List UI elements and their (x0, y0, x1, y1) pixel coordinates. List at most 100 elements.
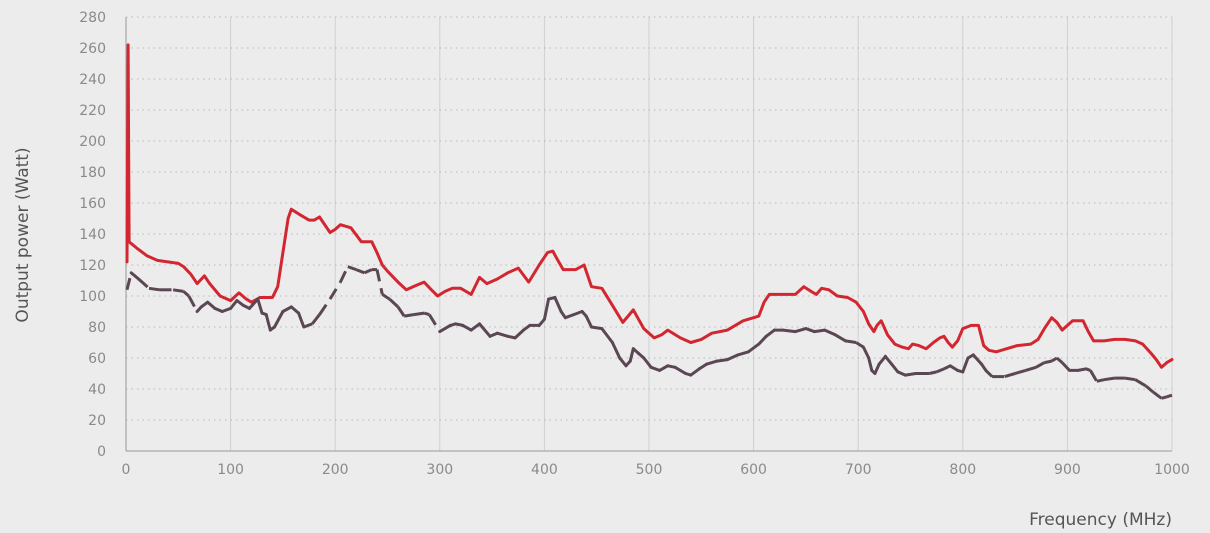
series-2-segment (423, 311, 430, 317)
y-tick-label-20: 20 (88, 413, 106, 429)
series-2-segment (553, 296, 563, 313)
y-tick-label-100: 100 (79, 289, 106, 305)
y-axis-title: Output power (Watt) (13, 147, 33, 322)
series-2-segment (297, 311, 306, 329)
series-2-segment (600, 327, 614, 344)
y-tick-label-40: 40 (88, 382, 106, 398)
x-tick-label-500: 500 (636, 462, 663, 478)
series-2-segment (584, 314, 593, 329)
series-2-segment (928, 370, 937, 375)
series-2-segment (1085, 367, 1091, 372)
series-2-segment (206, 300, 217, 310)
series-2-segment (247, 297, 260, 310)
y-tick-label-200: 200 (79, 134, 106, 150)
series-2-segment (428, 313, 442, 333)
series-2-segment (877, 354, 887, 366)
series-2-segment (388, 298, 400, 308)
series-2-segment (289, 305, 301, 315)
series-2-segment (187, 295, 199, 313)
series-2-segment (396, 306, 406, 317)
x-tick-label-900: 900 (1054, 462, 1081, 478)
x-tick-label-800: 800 (949, 462, 976, 478)
x-tick-label-700: 700 (845, 462, 872, 478)
series-2-segment (381, 293, 391, 301)
series-2-segment (256, 297, 264, 315)
series-2-segment (273, 310, 285, 329)
y-tick-label-280: 280 (79, 10, 106, 26)
y-tick-label-140: 140 (79, 227, 106, 243)
series-2-segment (673, 365, 688, 375)
series-2-segment (137, 277, 150, 290)
series-2-segment (861, 345, 871, 360)
series-2-segment (1124, 376, 1136, 382)
x-tick-label-300: 300 (426, 462, 453, 478)
x-tick-label-0: 0 (122, 462, 131, 478)
series-2-segment (715, 358, 729, 363)
series-2-segment (1166, 393, 1173, 399)
grid-lines (126, 16, 1173, 451)
series-2-segment (757, 334, 768, 346)
series-2-segment (129, 271, 141, 281)
x-tick-label-600: 600 (740, 462, 767, 478)
series-2-segment (867, 356, 874, 372)
series-2-segment (1103, 376, 1115, 382)
series-2-segment (746, 342, 761, 354)
series-2-segment (229, 299, 239, 310)
series-2-segment (355, 268, 366, 275)
x-tick-label-400: 400 (531, 462, 558, 478)
series-2-segment (311, 313, 321, 325)
series-2-segment (903, 372, 918, 377)
y-tick-label-160: 160 (79, 196, 106, 212)
series-2-segment (495, 331, 510, 338)
series-2-segment (281, 305, 293, 313)
series-2-segment (781, 328, 797, 334)
series-2-segment (883, 354, 894, 366)
series-2-segment (1055, 356, 1064, 364)
y-tick-label-120: 120 (79, 258, 106, 274)
series-2-segment (1089, 369, 1098, 383)
series-2-segment (1025, 365, 1037, 372)
data-series (125, 43, 1174, 400)
series-2-segment (172, 288, 184, 293)
series-2-segment (461, 323, 473, 332)
series-2-segment (413, 311, 425, 317)
series-2-segment (264, 313, 272, 332)
series-2-segment (438, 323, 452, 334)
series-2-segment (347, 265, 357, 272)
series-2-segment (403, 313, 414, 318)
series-2-segment (542, 297, 551, 321)
series-2-segment (375, 269, 384, 295)
series-2-segment (873, 362, 881, 375)
y-tick-label-180: 180 (79, 165, 106, 181)
series-2-segment (823, 328, 837, 337)
series-2-segment (764, 328, 776, 338)
series-2-segment (318, 298, 332, 316)
series-2-segment (618, 356, 628, 368)
series-2-segment (148, 286, 160, 292)
series-2-segment (303, 322, 313, 329)
y-tick-label-80: 80 (88, 320, 106, 336)
y-tick-label-0: 0 (97, 444, 106, 460)
series-2-segment (736, 350, 750, 357)
series-2-segment (845, 339, 857, 344)
series-2-segment (980, 362, 988, 372)
series-2-segment (725, 353, 740, 362)
series-2-segment (658, 364, 670, 372)
y-tick-label-240: 240 (79, 72, 106, 88)
series-2-segment (328, 281, 342, 300)
series-2-segment (628, 347, 635, 363)
series-2-segment (1134, 378, 1147, 388)
series-2-segment (339, 265, 350, 283)
series-2-segment (513, 328, 525, 340)
series-2-segment (478, 322, 492, 338)
series-2-segment (1050, 356, 1058, 363)
x-axis-title: Frequency (MHz) (1029, 510, 1172, 530)
series-2-segment (890, 362, 900, 374)
series-2-segment (1096, 378, 1105, 383)
series-2-segment (590, 325, 604, 331)
series-2-segment (833, 333, 848, 343)
y-tick-label-60: 60 (88, 351, 106, 367)
series-2-segment (1076, 367, 1088, 372)
series-2-segment (971, 353, 984, 366)
